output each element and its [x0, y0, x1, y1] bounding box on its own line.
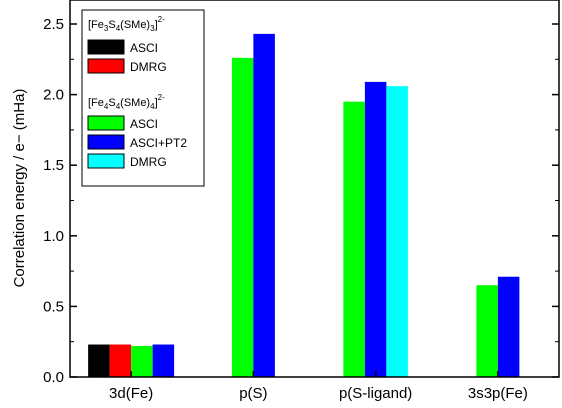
y-tick-label: 0.0 [43, 369, 64, 386]
bar-ascipt2-psligand [364, 81, 387, 377]
bar-ascipt2-ps [253, 33, 275, 378]
bar-dmrg-psligand [386, 86, 408, 377]
legend-swatch-group2-dmrg [87, 153, 125, 169]
legend-swatch-group1-dmrg [87, 58, 125, 74]
y-tick-label: 2.0 [43, 87, 64, 104]
y-tick-label: 1.0 [43, 228, 64, 245]
y-tick-label: 2.5 [43, 16, 64, 33]
bar-dmrg-3dfe [109, 344, 132, 377]
bars [88, 33, 520, 378]
y-tick-label: 1.5 [43, 157, 64, 174]
legend-label-group2-asci: ASCI [130, 117, 158, 131]
legend: [Fe3S4(SMe)3]2- ASCI DMRG [Fe4S4(SMe)4]2… [81, 9, 205, 187]
legend-label-group2-ascipt2: ASCI+PT2 [130, 136, 187, 150]
x-tick-label: 3s3p(Fe) [468, 385, 528, 402]
y-tick-labels: 0.0 0.5 1.0 1.5 2.0 2.5 [43, 16, 64, 386]
legend-label-group1-dmrg: DMRG [130, 60, 167, 74]
legend-label-group2-dmrg: DMRG [130, 155, 167, 169]
legend-group-1-title: [Fe3S4(SMe)3]2- [88, 15, 165, 33]
legend-swatch-group2-ascipt2 [87, 134, 125, 150]
x-tick-labels: 3d(Fe) p(S) p(S-ligand) 3s3p(Fe) [109, 385, 528, 402]
bar-asci-3dfe [131, 345, 153, 377]
bar-asci-ps [231, 57, 254, 377]
x-tick-label: p(S-ligand) [339, 385, 412, 402]
bar-ascipt2-3s3pfe [497, 276, 520, 377]
bar-asci-3s3pfe [476, 285, 498, 377]
y-axis-label: Correlation energy / e− (mHa) [11, 89, 28, 288]
legend-group-2-title: [Fe4S4(SMe)4]2- [88, 93, 165, 111]
bar-asci-psligand [343, 101, 365, 378]
legend-swatch-group2-asci [87, 115, 125, 131]
legend-label-group1-asci: ASCI [130, 41, 158, 55]
bar-asci-3dfe [88, 344, 110, 377]
plot-frame [69, 0, 560, 378]
y-tick-label: 0.5 [43, 298, 64, 315]
y-axis-ticks [70, 23, 559, 378]
legend-swatch-group1-asci [87, 39, 125, 55]
bar-ascipt2-3dfe [152, 344, 175, 377]
x-tick-label: p(S) [239, 385, 267, 402]
x-tick-label: 3d(Fe) [109, 385, 153, 402]
